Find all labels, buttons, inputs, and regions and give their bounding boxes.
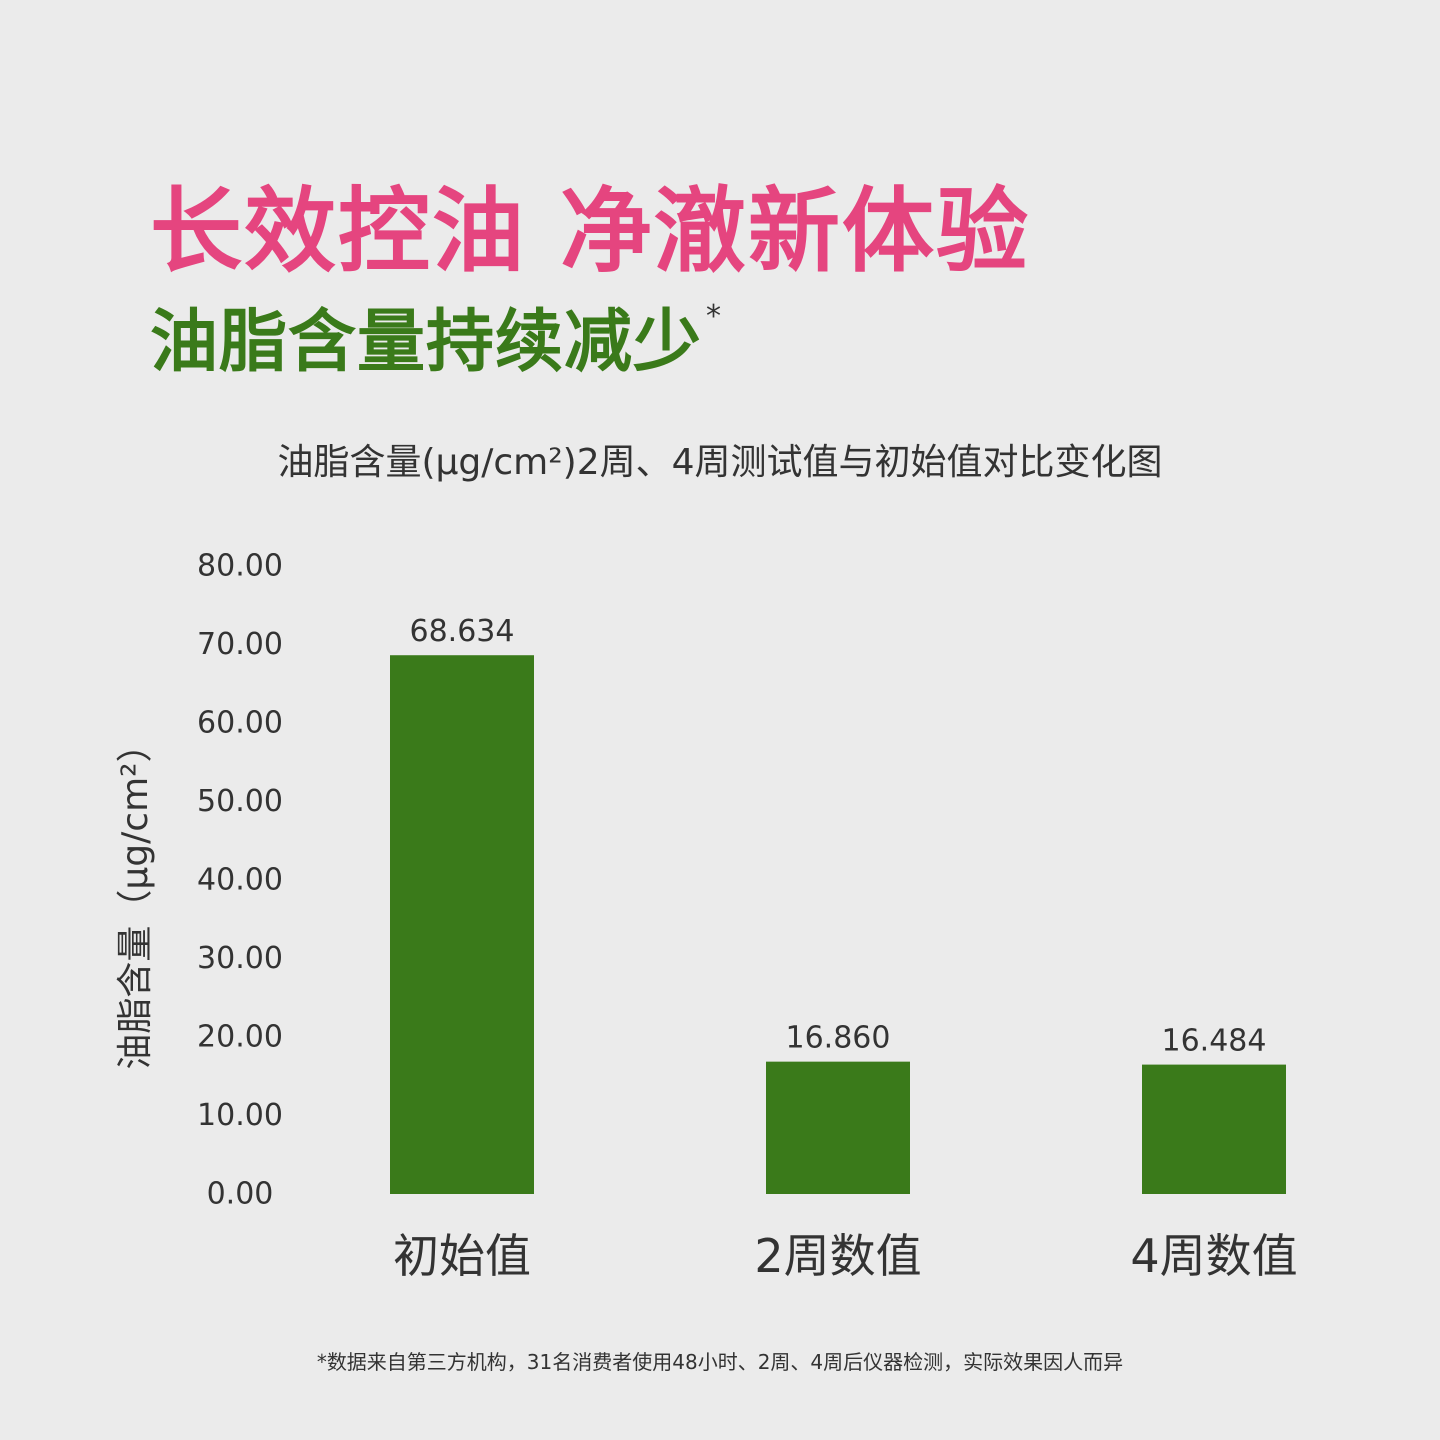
bar-value-label: 68.634 — [410, 614, 515, 649]
bar — [1142, 1064, 1286, 1194]
y-tick-label: 20.00 — [197, 1020, 283, 1055]
y-axis-ticks: 0.00 10.00 20.00 30.00 40.00 50.00 60.00 70.00 8… — [197, 549, 283, 1212]
footnote-marker: * — [706, 299, 723, 334]
bar — [390, 655, 534, 1194]
y-tick-label: 10.00 — [197, 1098, 283, 1133]
x-category-label: 2周数值 — [754, 1229, 921, 1283]
y-tick-label: 30.00 — [197, 941, 283, 976]
footnote: *数据来自第三方机构，31名消费者使用48小时、2周、4周后仪器检测，实际效果因… — [316, 1350, 1124, 1374]
bar-value-label: 16.860 — [786, 1021, 891, 1056]
subheadline: 油脂含量持续减少 * — [150, 300, 722, 382]
y-tick-label: 80.00 — [197, 549, 283, 584]
headline: 长效控油 净澈新体验 — [150, 178, 1031, 285]
y-tick-label: 40.00 — [197, 863, 283, 898]
x-category-label: 初始值 — [393, 1229, 531, 1283]
category-labels: 初始值 2周数值 4周数值 — [393, 1229, 1298, 1283]
y-tick-label: 70.00 — [197, 627, 283, 662]
y-tick-label: 50.00 — [197, 784, 283, 819]
value-labels: 68.634 16.860 16.484 — [410, 614, 1267, 1058]
bars — [390, 655, 1286, 1194]
bar-value-label: 16.484 — [1162, 1024, 1267, 1059]
subheadline-text: 油脂含量持续减少 — [150, 303, 703, 382]
x-category-label: 4周数值 — [1130, 1229, 1297, 1283]
bar — [766, 1061, 910, 1194]
chart-title: 油脂含量(μg/cm²)2周、4周测试值与初始值对比变化图 — [277, 442, 1163, 483]
y-tick-label: 0.00 — [207, 1177, 274, 1212]
y-tick-label: 60.00 — [197, 706, 283, 741]
